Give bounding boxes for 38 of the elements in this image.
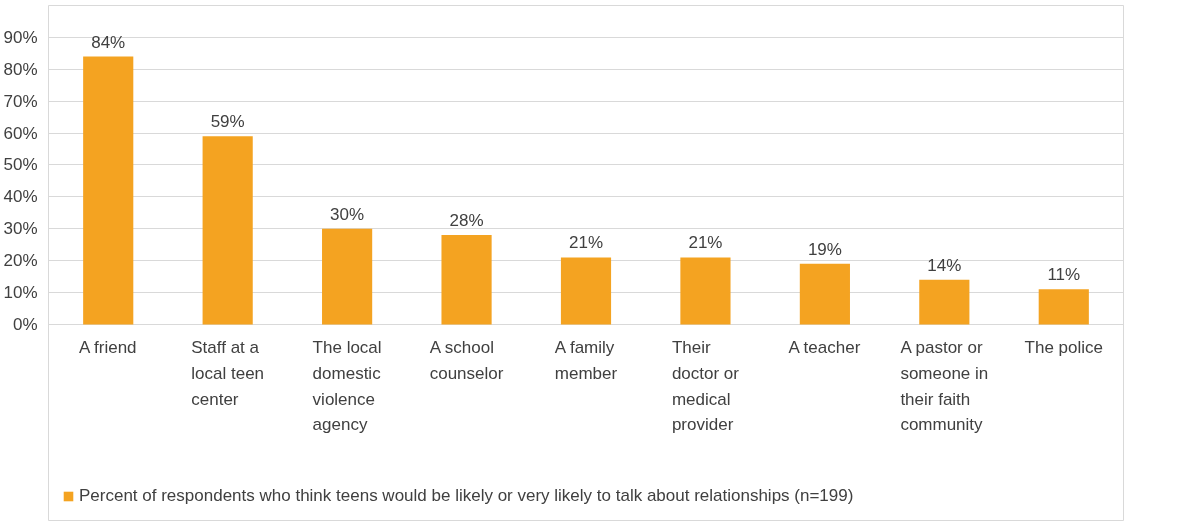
y-tick-label: 0% [12, 314, 38, 334]
x-tick-label: A pastor or someone in their faith community [900, 338, 989, 435]
data-label: 14% [927, 255, 962, 275]
data-label: 28% [449, 211, 484, 231]
bar [919, 279, 970, 325]
bar [560, 257, 612, 325]
y-tick-label: 10% [3, 283, 38, 303]
x-tick-label: A school counselor [429, 338, 504, 384]
bar [1038, 289, 1089, 325]
bar [202, 136, 253, 325]
y-tick-label: 90% [3, 27, 38, 47]
x-tick-label: A teacher [788, 338, 861, 358]
y-tick-label: 40% [3, 187, 38, 207]
data-label: 21% [688, 233, 723, 253]
y-tick-label: 50% [3, 155, 38, 175]
x-tick-label: Staff at a local teen center [191, 338, 265, 409]
data-label: 30% [330, 204, 365, 224]
y-tick-label: 30% [3, 219, 38, 239]
x-tick-label: Their doctor or medical provider [671, 338, 740, 435]
y-tick-label: 80% [3, 59, 38, 79]
x-tick-label: The local domestic violence agency [312, 338, 382, 435]
data-label: 11% [1047, 265, 1081, 285]
data-label: 21% [568, 233, 604, 253]
x-tick-label: A family member [554, 338, 618, 384]
bar [680, 257, 731, 325]
legend-label: Percent of respondents who think teens would be likely or very likely to talk about relationships (n=199) [79, 486, 854, 506]
bar [799, 263, 850, 325]
x-tick-label: A friend [78, 338, 137, 358]
y-tick-label: 60% [3, 123, 38, 143]
y-tick-label: 20% [3, 251, 38, 271]
x-tick-label: The police [1024, 338, 1103, 358]
data-label: 19% [807, 239, 842, 259]
data-label: 59% [210, 112, 245, 132]
bar [83, 56, 134, 325]
y-tick-label: 70% [3, 91, 38, 111]
data-label: 84% [91, 32, 126, 52]
bar [441, 235, 492, 325]
bar [322, 228, 373, 325]
